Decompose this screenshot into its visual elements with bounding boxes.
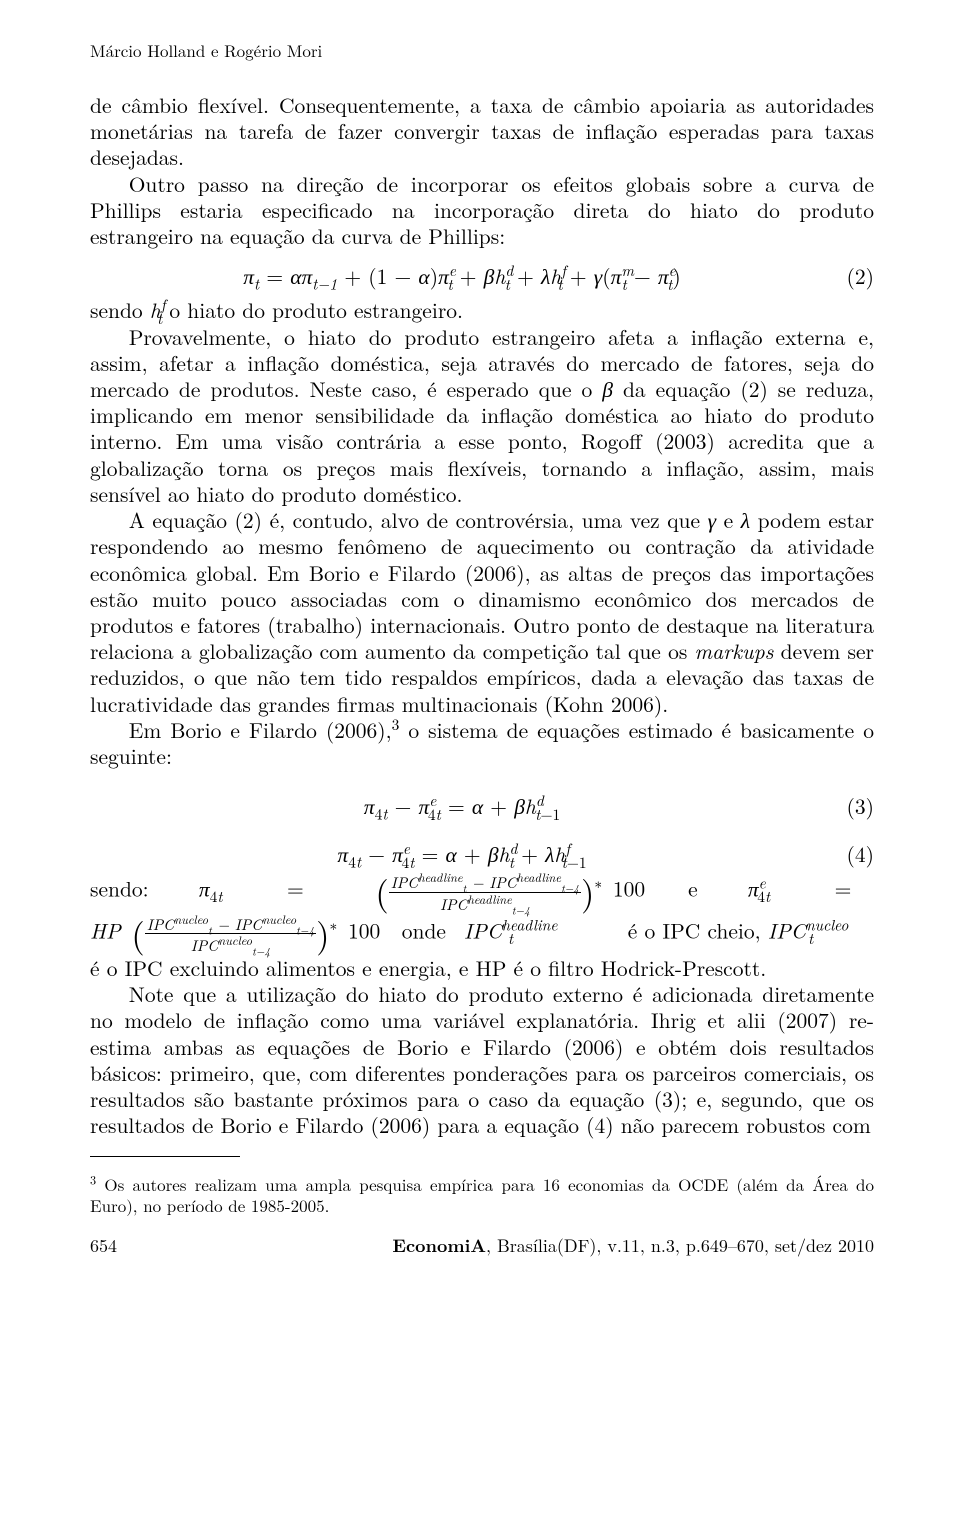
- footnote-3: 3 Os autores realizam uma ampla pesquisa…: [90, 1174, 874, 1215]
- equation-2-number: (2): [834, 261, 874, 291]
- paragraph-8: Note que a utilização do hiato do produt…: [90, 981, 874, 1138]
- paragraph-1: de câmbio flexível. Consequentemente, a …: [90, 92, 874, 171]
- paragraph-7: sendo: π4t = (IPCheadlinet − IPCheadline…: [90, 871, 874, 981]
- equation-4: π4t − πe4t = α + βhdt + λhft−1 (4): [90, 839, 874, 869]
- paragraph-6: Em Borio e Filardo (2006),3 o sistema de…: [90, 717, 874, 769]
- equation-4-number: (4): [834, 839, 874, 869]
- equation-3: π4t − πe4t = α + βhdt−1 (3): [90, 791, 874, 821]
- paragraph-5: A equação (2) é, contudo, alvo de contro…: [90, 507, 874, 717]
- footnote-marker: 3: [90, 1171, 96, 1189]
- journal-rest: , Brasília(DF), v.11, n.3, p.649–670, se…: [486, 1233, 874, 1258]
- page-number: 654: [90, 1233, 117, 1258]
- p7a: sendo:: [90, 874, 156, 904]
- paragraph-2: Outro passo na direção de incorporar os …: [90, 171, 874, 250]
- journal-name: EconomiA: [392, 1233, 486, 1258]
- running-head: Márcio Holland e Rogério Mori: [90, 38, 874, 62]
- footnote-text: Os autores realizam uma ampla pesquisa e…: [90, 1172, 874, 1216]
- paragraph-3: sendo hft o hiato do produto estrangeiro…: [90, 297, 874, 323]
- page-footer: 654 EconomiA, Brasília(DF), v.11, n.3, p…: [90, 1233, 874, 1258]
- equation-3-number: (3): [834, 791, 874, 821]
- p3-prefix: sendo: [90, 295, 150, 325]
- paragraph-4: Provavelmente, o hiato do produto estran…: [90, 324, 874, 508]
- p3-suffix: o hiato do produto estrangeiro.: [162, 295, 463, 325]
- p7b: é o IPC cheio,: [621, 916, 768, 946]
- equation-2: πt = απt−1 + (1 − α)πet + βhdt + λhft + …: [90, 261, 874, 291]
- footnote-rule: [90, 1156, 240, 1157]
- journal-info: EconomiA, Brasília(DF), v.11, n.3, p.649…: [392, 1233, 874, 1258]
